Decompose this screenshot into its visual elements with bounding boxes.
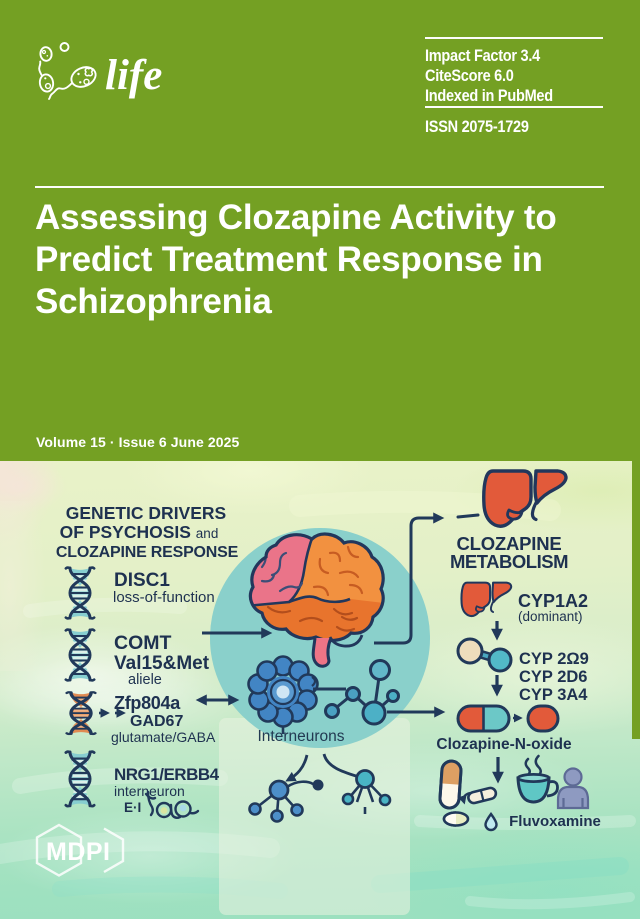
svg-text:CLOZAPINE RESPONSE: CLOZAPINE RESPONSE (56, 544, 239, 561)
svg-text:interneuron: interneuron (114, 783, 185, 799)
svg-text:aliele: aliele (128, 672, 162, 688)
svg-text:loss-of-function: loss-of-function (113, 589, 215, 606)
svg-text:Zfp804a: Zfp804a (114, 693, 181, 713)
svg-text:Val15&Met: Val15&Met (114, 653, 210, 674)
svg-text:glutamate/GABA: glutamate/GABA (111, 729, 216, 745)
svg-text:METABOLISM: METABOLISM (450, 551, 568, 572)
svg-text:Fluvoxamine: Fluvoxamine (509, 813, 601, 830)
svg-text:OF PSYCHOSIS and: OF PSYCHOSIS and (60, 522, 219, 542)
svg-text:life: life (105, 52, 162, 99)
svg-text:GAD67: GAD67 (130, 713, 183, 730)
svg-text:CLOZAPINE: CLOZAPINE (456, 533, 561, 554)
svg-text:CYP 3A4: CYP 3A4 (519, 686, 588, 704)
svg-text:CYP 2Ω9: CYP 2Ω9 (519, 650, 589, 668)
svg-text:E·I: E·I (124, 800, 141, 815)
svg-text:CYP 2D6: CYP 2D6 (519, 668, 587, 686)
svg-text:NRG1/ERBB4: NRG1/ERBB4 (114, 765, 220, 784)
svg-text:Interneurons: Interneurons (257, 728, 344, 745)
svg-text:Clozapine-N-oxide: Clozapine-N-oxide (436, 736, 572, 753)
svg-text:(dominant): (dominant) (518, 609, 583, 624)
svg-text:CYP1A2: CYP1A2 (518, 591, 588, 611)
svg-text:DISC1: DISC1 (114, 570, 170, 591)
svg-text:GENETIC DRIVERS: GENETIC DRIVERS (66, 503, 226, 523)
svg-text:MDPI: MDPI (46, 838, 111, 866)
svg-text:COMT: COMT (114, 632, 171, 654)
